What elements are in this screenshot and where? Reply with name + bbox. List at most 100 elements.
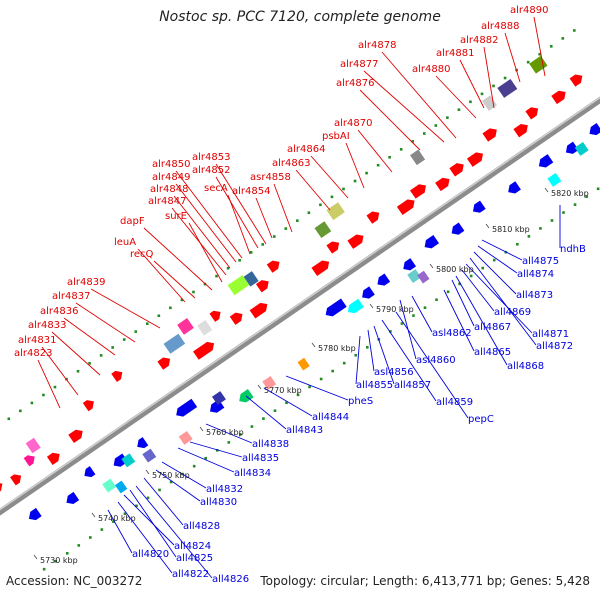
tick-dot [169,480,173,484]
tick-dot [516,242,519,246]
reverse-gene-label: all4835 [242,453,279,464]
reverse-gene-label: all4875 [522,256,559,267]
tick-dot [354,353,358,357]
forward-gene-arrow [0,482,3,494]
leader-line [135,485,213,579]
forward-gene-label: alr4850 [152,159,190,170]
reverse-gene-label: all4844 [312,412,349,423]
leader-line [175,170,243,259]
leader-line [285,375,349,401]
leader-line [310,155,349,199]
leader-line [357,129,393,173]
forward-gene-arrow [46,452,60,465]
forward-gene-arrow [311,260,330,277]
reverse-gene-label: all4868 [507,361,544,372]
tick-dot [492,258,496,262]
forward-gene-label: asr4858 [250,172,291,183]
reverse-gene-arrow [589,122,600,136]
reverse-gene-arrow [362,286,375,299]
forward-gene-label: alr4831 [18,335,56,346]
leader-line [455,275,508,366]
tick-dot [308,385,311,389]
reverse-gene-label: ndhB [560,244,586,255]
reverse-gene-box [121,453,136,468]
tick-dot [342,361,346,365]
forward-gene-label: alr4877 [340,59,378,70]
forward-gene-arrow [10,474,22,486]
kbp-tick-labels: 5730 kbp 5740 kbp 5750 kbp 5760 kbp 5770 kbp… [33,187,589,565]
reverse-gene-label: all4874 [517,269,554,280]
tick-dot [550,219,554,222]
tick-dot [538,52,541,56]
forward-gene-arrow [255,280,269,293]
tick-dot [549,45,553,48]
leader-line [117,501,173,574]
tick-dot [262,417,265,420]
forward-gene-arrow [525,107,539,120]
tick-dot [192,464,196,468]
forward-gene-arrow [326,241,340,254]
tick-dot [42,393,45,397]
leader-line [381,51,457,139]
forward-gene-arrow [111,370,123,382]
tick-dot [319,377,323,381]
tick-dot [411,140,415,143]
reverse-gene-arrow [347,298,364,314]
leader-line [177,447,235,473]
leader-line [477,245,518,274]
reverse-gene-arrow [472,200,486,213]
leader-line [435,75,477,119]
forward-gene-arrow [209,310,221,322]
leader-line [465,263,533,334]
leader-line [107,509,133,554]
tick-dot [123,512,127,516]
tick-dot [585,195,588,199]
leader-line [90,288,161,329]
reverse-gene-label: pheS [348,396,373,407]
tick-dot [238,258,241,262]
reverse-gene-label: all4843 [286,425,323,436]
reverse-gene-label: all4830 [200,497,237,508]
forward-gene-arrow [229,312,243,325]
leader-line [373,325,395,385]
leader-line [411,295,433,333]
tick-dot [365,171,368,175]
forward-gene-arrow [193,341,215,360]
tick-dot [296,219,299,222]
forward-gene-arrow [466,152,483,167]
forward-gene-arrow [569,74,583,87]
reverse-gene-label: all4822 [172,569,209,580]
forward-gene-arrow [551,90,566,105]
reverse-gene-label: all4838 [252,439,289,450]
forward-gene-label: alr4870 [334,118,372,129]
tick-dot [596,187,600,191]
tick-dot [100,528,104,531]
kbp-tick-label: 5810 kbp [492,225,530,234]
reverse-gene-arrow [424,235,440,249]
genome-backbone [0,96,600,516]
reverse-gene-box [547,172,562,187]
backbone-highlight [0,96,600,511]
tick-dot [573,29,576,32]
map-title: Nostoc sp. PCC 7120, complete genome [159,9,441,25]
reverse-gene-label: all4820 [132,549,169,560]
tick-dot [331,369,334,373]
tick-dot [111,346,114,349]
tick-dot [134,330,138,333]
reverse-gene-box [102,478,117,493]
tick-dot [272,235,276,238]
reverse-gene-label: all4865 [474,347,511,358]
forward-gene-label: alr4849 [152,172,190,183]
leader-line [153,260,196,299]
tick-dot [285,401,288,405]
forward-gene-label: alr4847 [148,196,186,207]
leader-line [123,494,175,546]
leader-line [504,32,521,83]
tick-dot [99,354,103,357]
reverse-gene-box [262,375,277,390]
reverse-gene-box [417,270,430,284]
tick-dot [42,567,46,571]
forward-gene-arrow [157,357,171,370]
